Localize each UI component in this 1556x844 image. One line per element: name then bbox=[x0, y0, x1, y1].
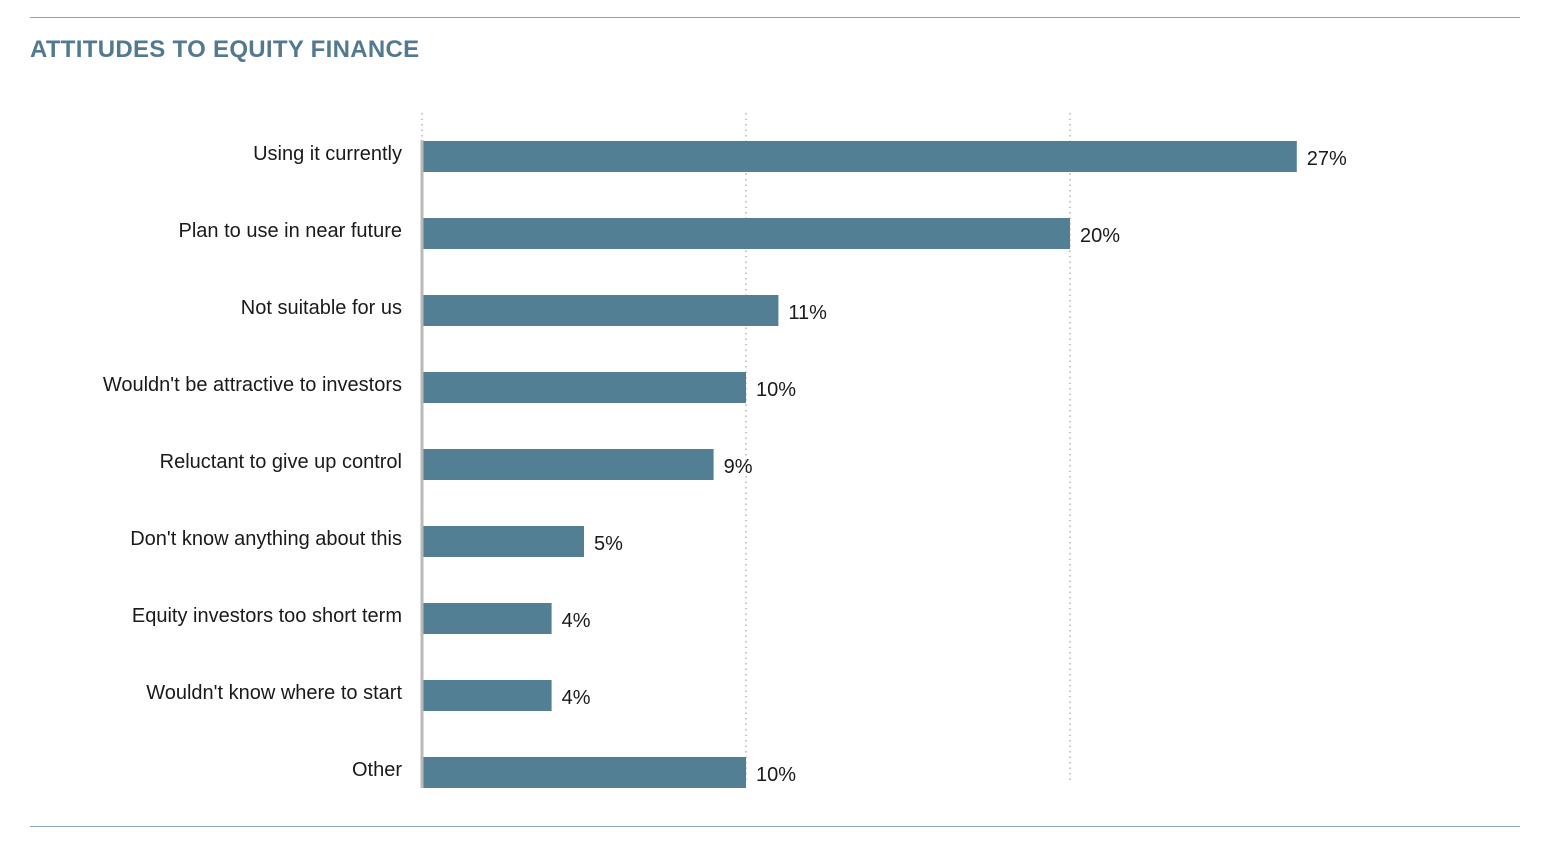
category-label: Wouldn't know where to start bbox=[146, 682, 402, 704]
bottom-rule bbox=[30, 826, 1520, 827]
category-label: Using it currently bbox=[253, 143, 402, 165]
bar-5 bbox=[422, 526, 584, 557]
bar-4 bbox=[422, 449, 714, 480]
category-label: Plan to use in near future bbox=[179, 220, 402, 242]
bar-6 bbox=[422, 603, 552, 634]
value-label: 11% bbox=[788, 302, 827, 324]
bar-1 bbox=[422, 218, 1070, 249]
value-label: 9% bbox=[724, 456, 753, 478]
top-rule bbox=[30, 17, 1520, 18]
value-label: 4% bbox=[562, 687, 591, 709]
value-label: 10% bbox=[756, 379, 796, 401]
value-label: 5% bbox=[594, 533, 623, 555]
value-label: 10% bbox=[756, 764, 796, 786]
bar-3 bbox=[422, 372, 746, 403]
value-label: 20% bbox=[1080, 225, 1120, 247]
category-label: Not suitable for us bbox=[241, 297, 402, 319]
bar-0 bbox=[422, 141, 1297, 172]
category-label: Reluctant to give up control bbox=[160, 451, 402, 473]
chart-title: ATTITUDES TO EQUITY FINANCE bbox=[30, 36, 420, 63]
value-label: 27% bbox=[1307, 148, 1347, 170]
category-label: Wouldn't be attractive to investors bbox=[103, 374, 402, 396]
category-label: Equity investors too short term bbox=[132, 605, 402, 627]
bar-8 bbox=[422, 757, 746, 788]
value-label: 4% bbox=[562, 610, 591, 632]
category-label: Don't know anything about this bbox=[130, 528, 402, 550]
bar-7 bbox=[422, 680, 552, 711]
category-label: Other bbox=[352, 759, 402, 781]
bar-2 bbox=[422, 295, 779, 326]
